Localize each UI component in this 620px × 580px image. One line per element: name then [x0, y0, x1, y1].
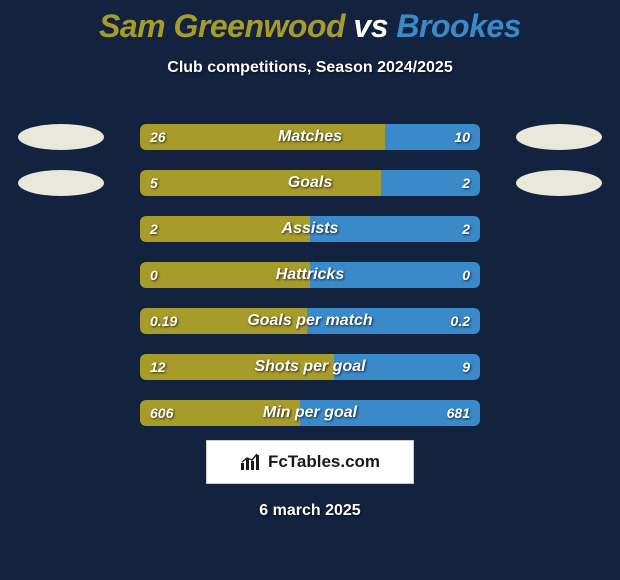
value-left: 0	[150, 262, 158, 288]
team-badge-left	[18, 170, 104, 196]
value-right: 9	[462, 354, 470, 380]
subtitle: Club competitions, Season 2024/2025	[0, 59, 620, 77]
value-left: 12	[150, 354, 166, 380]
value-right: 0.2	[451, 308, 470, 334]
bar-left	[140, 216, 310, 242]
bar-right	[310, 216, 480, 242]
metric-row: 606681Min per goal	[0, 386, 620, 432]
bar-track	[140, 354, 480, 380]
value-right: 0	[462, 262, 470, 288]
value-right: 10	[454, 124, 470, 150]
bar-track	[140, 308, 480, 334]
metric-row: 52Goals	[0, 156, 620, 202]
team-badge-right	[516, 170, 602, 196]
metric-row: 22Assists	[0, 202, 620, 248]
comparison-infographic: Sam Greenwood vs Brookes Club competitio…	[0, 0, 620, 580]
title-vs: vs	[353, 8, 388, 44]
value-left: 5	[150, 170, 158, 196]
team-badge-left	[18, 124, 104, 150]
value-left: 2	[150, 216, 158, 242]
page-title: Sam Greenwood vs Brookes	[0, 0, 620, 45]
value-left: 0.19	[150, 308, 177, 334]
value-right: 681	[447, 400, 470, 426]
value-right: 2	[462, 216, 470, 242]
metric-row: 2610Matches	[0, 110, 620, 156]
bar-right	[310, 262, 480, 288]
bar-track	[140, 170, 480, 196]
team-badge-right	[516, 124, 602, 150]
title-player-left: Sam Greenwood	[99, 8, 345, 44]
title-player-right: Brookes	[396, 8, 521, 44]
bar-left	[140, 262, 310, 288]
bars-icon	[240, 453, 262, 471]
bar-left	[140, 124, 385, 150]
chart-area: 2610Matches52Goals22Assists00Hattricks0.…	[0, 110, 620, 432]
bar-track	[140, 400, 480, 426]
watermark-text: FcTables.com	[268, 452, 380, 472]
value-left: 26	[150, 124, 166, 150]
bar-left	[140, 354, 334, 380]
date-label: 6 march 2025	[0, 502, 620, 520]
value-right: 2	[462, 170, 470, 196]
bar-right	[334, 354, 480, 380]
bar-left	[140, 170, 381, 196]
metric-row: 00Hattricks	[0, 248, 620, 294]
watermark: FcTables.com	[206, 440, 414, 484]
value-left: 606	[150, 400, 173, 426]
bar-track	[140, 124, 480, 150]
metric-row: 129Shots per goal	[0, 340, 620, 386]
bar-track	[140, 262, 480, 288]
bar-track	[140, 216, 480, 242]
metric-row: 0.190.2Goals per match	[0, 294, 620, 340]
